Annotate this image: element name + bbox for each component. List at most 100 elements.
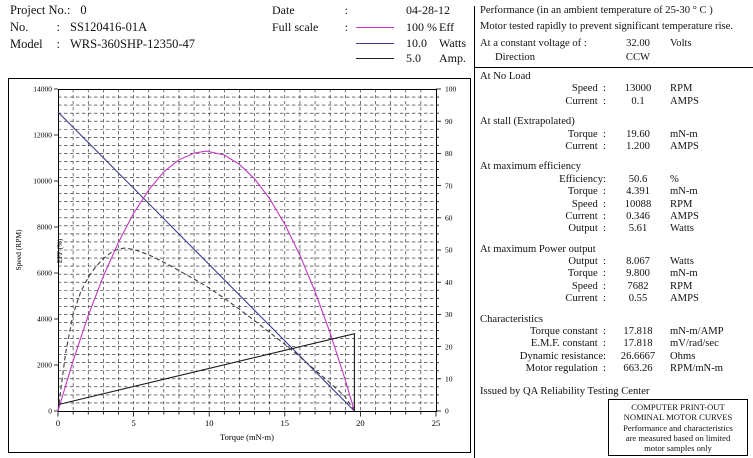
svg-text:6000: 6000 [37,269,52,278]
perf-row-unit: RPM [670,280,693,292]
perf-row-unit: mN-m [670,186,698,198]
perf-row-label: Current : [565,140,606,152]
perf-row-value: 9.800 [626,268,650,280]
legend-row-eff: Full scale: 100 % Eff [272,20,454,35]
perf-row-label: Motor regulation : [525,363,606,375]
perf-row: Torque : 9.800 mN-m [478,268,753,280]
horizontal-rule [474,67,753,68]
svg-text:40: 40 [445,278,453,287]
amp-fullscale-value: 5.0 [406,51,421,65]
perf-row-unit: mN-m [670,268,698,280]
direction-row: Direction CCW [478,52,753,65]
eff-unit: Eff [439,20,455,34]
series-speed [57,111,355,412]
perf-row-value: 17.818 [623,326,653,338]
perf-row-value: 13000 [624,83,652,95]
note-line: motor samples only [644,443,712,454]
model-row: Model: WRS-360SHP-12350-47 [10,37,195,52]
direction-label: Direction [495,52,536,63]
perf-row-value: 17.818 [623,338,653,350]
note-box: COMPUTER PRINT-OUT NOMINAL MOTOR CURVES … [608,399,748,456]
perf-section: At No Load Speed : 13000 RPM Current : 0.1 AMP… [478,71,753,108]
perf-section-heading: At maximum efficiency [480,161,582,173]
perf-row-label: Dynamic resistance: [519,350,606,362]
legend-row-watts: 10.0 Watts [272,36,466,51]
model-label: Model: [10,37,60,52]
perf-row: Current : 0.1 AMPS [478,96,753,108]
svg-text:100: 100 [445,85,457,94]
perf-row: E.M.F. constant : 17.818 mV/rad/sec [478,338,753,350]
svg-text:4000: 4000 [37,315,52,324]
svg-text:25: 25 [432,418,441,428]
perf-row-unit: RPM/mN-m [670,363,723,375]
torque-speed-chart: 0 5 10 15 20 25 0 10 20 30 40 50 60 70 80 90 100 0 2000 400… [14,85,457,442]
perf-row-unit: AMPS [670,293,699,305]
svg-text:Speed (RPM): Speed (RPM) [14,229,23,271]
perf-row-unit: % [670,173,679,185]
watts-unit: Watts [439,36,467,50]
svg-text:0: 0 [48,407,52,416]
model-value: WRS-360SHP-12350-47 [70,37,196,51]
perf-row-unit: Watts [670,256,694,268]
svg-text:15: 15 [281,418,290,428]
perf-row-label: Output : [568,223,606,235]
svg-text:10: 10 [445,375,453,384]
svg-text:EFF (%): EFF (%) [56,238,64,263]
perf-row: Current : 1.200 AMPS [478,141,753,153]
colon: : [344,20,348,34]
perf-row-unit: Watts [670,223,694,235]
serial-no-label: No.: [10,20,60,35]
date-row: Date: 04-28-12 [272,3,450,18]
perf-row-label: Torque : [567,186,606,198]
colon: : [56,20,60,34]
perf-row-unit: Ohms [670,350,696,362]
perf-row-unit: AMPS [670,95,699,107]
serial-no-value: SS120416-01A [70,20,148,34]
eff-fullscale-value: 100 % [406,20,437,34]
amp-line-swatch [348,57,406,60]
navy-line-icon [356,42,394,45]
perf-row-label: Speed : [571,198,606,210]
perf-row: Speed : 10088 RPM [478,199,753,211]
perf-section: Characteristics Torque constant : 17.818 mN… [478,314,753,376]
svg-text:70: 70 [445,181,453,190]
perf-row-unit: mV/rad/sec [670,338,719,350]
perf-row-label: Efficiency: [559,173,606,185]
perf-row-unit: AMPS [670,140,699,152]
eff-line-swatch [348,26,406,29]
perf-row: Torque : 19.60 mN-m [478,129,753,141]
magenta-line-icon [356,26,394,29]
perf-row-value: 0.346 [626,210,650,222]
direction-value: CCW [625,52,651,63]
voltage-value: 32.00 [626,38,650,49]
performance-subtitle: Motor tested rapidly to prevent signific… [480,21,733,32]
perf-row-label: E.M.F. constant : [530,338,606,350]
svg-text:80: 80 [445,149,453,158]
panel-divider [474,6,475,458]
perf-row: Output : 5.61 Watts [478,223,753,235]
perf-row: Efficiency: 50.6% [478,174,753,186]
perf-row-unit: RPM [670,198,693,210]
project-no-row: Project No.: 0 [10,3,87,18]
project-no-label: Project No.: [10,3,70,18]
note-line: NOMINAL MOTOR CURVES [623,412,733,423]
svg-text:2000: 2000 [37,361,52,370]
chart-box: 0 5 10 15 20 25 0 10 20 30 40 50 60 70 80 90 100 0 2000 400… [8,78,471,453]
perf-row-value: 26.6667 [620,350,656,362]
label-text: Model [10,37,43,51]
perf-row-unit: mN-m [670,128,698,140]
perf-row-value: 0.55 [628,293,648,305]
perf-row: Speed : 13000 RPM [478,83,753,95]
amp-unit: Amp. [439,51,466,65]
full-scale-label: Full scale: [272,20,348,35]
note-line: COMPUTER PRINT-OUT [631,402,725,412]
black-line-icon [356,57,394,60]
perf-row-label: Output : [568,256,606,268]
perf-row: Current : 0.55 AMPS [478,293,753,305]
perf-row: Output : 8.067 Watts [478,256,753,268]
perf-row-unit: mN-m/AMP [670,326,724,338]
perf-row-label: Speed : [571,280,606,292]
svg-text:Torque (mN-m): Torque (mN-m) [220,432,274,442]
svg-text:0: 0 [56,418,60,428]
